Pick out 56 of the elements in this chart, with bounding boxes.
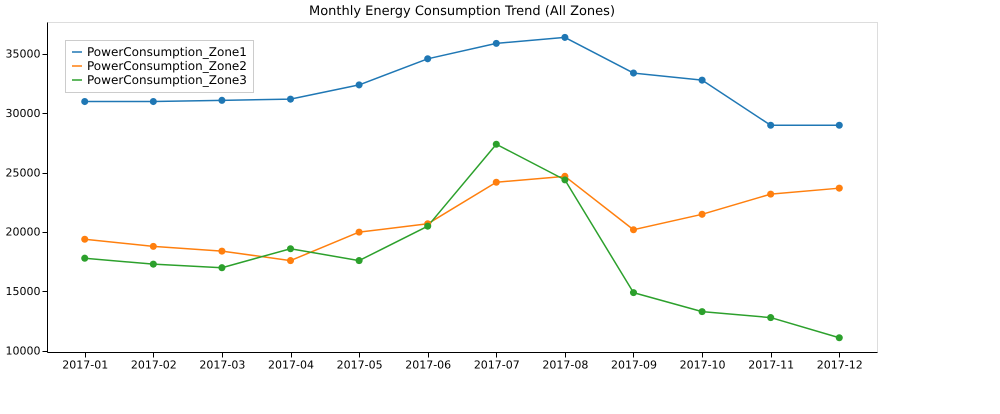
point: [767, 314, 774, 322]
point: [218, 248, 226, 255]
point: [630, 226, 638, 234]
point: [698, 210, 706, 218]
y-tick-label: 35000: [6, 48, 40, 61]
point: [836, 122, 843, 129]
point: [81, 236, 88, 243]
point: [424, 55, 432, 62]
point: [356, 228, 363, 236]
point: [150, 242, 157, 250]
point: [150, 98, 157, 106]
point: [698, 76, 706, 84]
x-tick-label: 2017-09: [611, 358, 657, 372]
point: [492, 40, 500, 47]
x-tick-label: 2017-06: [405, 358, 452, 372]
point: [81, 254, 88, 262]
point: [836, 334, 843, 342]
y-tick-label: 25000: [6, 166, 40, 180]
x-tick-label: 2017-10: [680, 358, 726, 372]
point: [492, 140, 500, 148]
x-tick-label: 2017-03: [199, 358, 246, 372]
point: [561, 176, 568, 184]
x-tick-label: 2017-01: [62, 358, 108, 372]
point: [492, 178, 500, 186]
y-tick-label: 15000: [6, 284, 40, 298]
point: [767, 122, 774, 129]
point: [218, 264, 226, 272]
x-tick-label: 2017-02: [130, 358, 177, 372]
x-tick-label: 2017-08: [542, 358, 588, 372]
point: [356, 257, 363, 264]
point: [286, 245, 294, 252]
point: [424, 222, 432, 230]
y-tick-label: 30000: [6, 106, 40, 120]
point: [356, 81, 363, 88]
point: [630, 289, 638, 296]
point: [81, 98, 88, 106]
y-tick-label: 20000: [6, 226, 40, 239]
x-tick-label: 2017-04: [268, 358, 314, 372]
x-tick-label: 2017-11: [748, 358, 794, 372]
point: [630, 70, 638, 77]
point: [286, 96, 294, 103]
point: [286, 257, 294, 264]
x-tick-label: 2017-12: [816, 358, 863, 372]
x-tick-label: 2017-05: [336, 358, 383, 372]
x-tick-label: 2017-07: [474, 358, 520, 372]
point: [561, 34, 568, 41]
legend-label: PowerConsumption_Zone1: [87, 45, 247, 59]
legend-label: PowerConsumption_Zone2: [87, 59, 247, 73]
point: [150, 260, 157, 268]
point: [698, 308, 706, 316]
point: [836, 184, 843, 192]
point: [218, 96, 226, 104]
point: [767, 190, 774, 198]
y-tick-label: 10000: [6, 344, 40, 358]
chart-title: Monthly Energy Consumption Trend (All Zones): [308, 4, 616, 19]
legend-label: PowerConsumption_Zone3: [87, 73, 247, 87]
